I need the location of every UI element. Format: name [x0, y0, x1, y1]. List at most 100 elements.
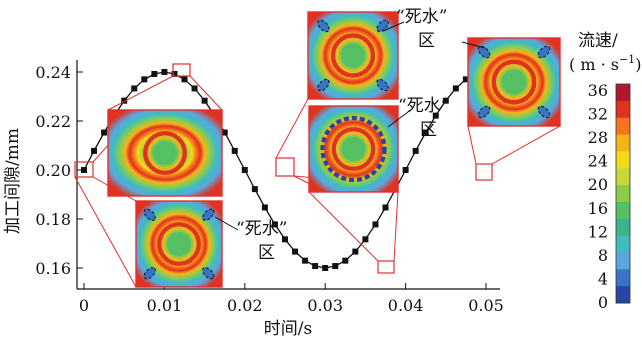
colorbar-unit-base: ( m · s	[569, 55, 619, 74]
colorbar-swatch	[616, 286, 630, 304]
y-ticks: 0.16 0.18 0.20 0.22 0.24	[35, 63, 83, 278]
highlight-box-t025	[275, 157, 295, 177]
annotation-arrow	[214, 216, 239, 231]
dead-water-zone	[477, 45, 491, 59]
data-point	[271, 221, 278, 228]
data-point	[362, 236, 369, 243]
highlight-box-trough	[377, 260, 395, 274]
annotation-arrow	[461, 41, 486, 49]
connector	[107, 75, 174, 111]
inset-ring	[336, 132, 371, 166]
x-tick-label: 0	[79, 296, 89, 315]
dead-water-zone	[537, 45, 551, 59]
connector	[189, 75, 223, 111]
dead-water-annotations	[214, 21, 486, 231]
inset-core	[152, 140, 178, 166]
y-tick-label: 0.22	[35, 112, 71, 131]
inset-ring	[162, 227, 196, 261]
annotation-arrow	[387, 111, 409, 128]
data-point	[241, 167, 248, 173]
colorbar-swatch	[616, 117, 630, 136]
colorbar-swatch	[616, 151, 630, 169]
dead-water-label-1-line2: 区	[258, 243, 275, 263]
highlight-boxes	[74, 63, 493, 274]
data-point	[261, 204, 268, 211]
colorbar-unit-exp: −1	[619, 53, 635, 66]
inset-ring	[157, 222, 201, 266]
dead-water-label-2-line1: “死水”	[396, 7, 447, 27]
data-point	[161, 69, 168, 75]
data-point	[452, 85, 459, 92]
colorbar-swatch	[616, 218, 630, 237]
y-axis-label: 加工间隙/mm	[3, 128, 23, 234]
x-tick-label: 0.04	[388, 296, 424, 315]
x-tick-label: 0.02	[227, 296, 263, 315]
flow-field-inset	[308, 105, 399, 193]
colorbar-ticks: 36 32 28 24 20 16 12 8 4 0	[588, 81, 608, 312]
dead-water-zone	[537, 105, 551, 119]
dead-water-label-1-line1: “死水”	[236, 219, 287, 239]
data-point	[372, 221, 379, 228]
inset-ring	[491, 59, 537, 105]
colorbar: 流速/ ( m · s−1) 36 32 28 24 20 16 12 8 4 0	[569, 31, 641, 312]
y-tick-label: 0.24	[35, 63, 71, 82]
data-point	[81, 167, 87, 173]
colorbar-swatch	[616, 269, 630, 287]
x-tick-label: 0.03	[307, 296, 343, 315]
colorbar-title: 流速/	[578, 31, 618, 51]
inset-ring	[148, 136, 182, 170]
data-point	[171, 70, 178, 77]
connector	[393, 191, 399, 262]
data-point	[201, 97, 208, 104]
colorbar-swatch	[616, 235, 630, 253]
data-point	[151, 70, 158, 77]
flow-field-insets	[107, 11, 561, 288]
colorbar-swatch	[616, 185, 630, 203]
x-tick-label: 0.05	[468, 296, 504, 315]
data-point	[462, 76, 469, 83]
inset-ring	[330, 33, 376, 78]
dead-water-zone	[143, 267, 156, 280]
colorbar-unit-close: )	[635, 55, 641, 74]
flow-field-inset	[467, 37, 561, 127]
colorbar-tick-label: 28	[588, 128, 608, 147]
colorbar-swatch	[616, 201, 630, 220]
data-point	[131, 85, 138, 92]
colorbar-tick-label: 24	[588, 152, 608, 171]
colorbar-unit: ( m · s−1)	[569, 53, 641, 74]
colorbar-tick-label: 36	[588, 81, 608, 100]
connector	[491, 125, 561, 165]
highlight-box-t0	[74, 161, 94, 178]
data-point	[442, 97, 449, 104]
data-point	[342, 257, 349, 264]
data-point	[412, 147, 419, 154]
colorbar-tick-label: 32	[588, 105, 608, 124]
data-point	[382, 204, 389, 211]
dead-water-label-3-line1: “死水”	[398, 96, 449, 116]
colorbar-frame	[615, 83, 631, 304]
x-ticks: 0 0.01 0.02 0.03 0.04 0.05	[79, 283, 504, 315]
data-point	[221, 129, 228, 136]
data-point	[322, 265, 329, 271]
data-point	[191, 85, 198, 92]
colorbar-swatch	[616, 100, 630, 119]
colorbar-tick-label: 0	[598, 293, 608, 312]
data-point	[91, 147, 98, 154]
data-point	[251, 186, 258, 193]
x-axis-label: 时间/s	[264, 319, 312, 339]
data-point	[332, 263, 339, 270]
highlight-box-t05	[475, 163, 493, 181]
flow-field-inset	[307, 11, 399, 100]
dead-water-zone	[202, 267, 215, 280]
colorbar-tick-label: 8	[598, 246, 608, 265]
annotation-arrow	[382, 21, 405, 32]
inset-ring	[336, 38, 370, 73]
colorbar-tick-label: 16	[588, 199, 608, 218]
y-tick-label: 0.18	[35, 210, 71, 229]
data-point	[121, 97, 128, 104]
data-point	[352, 248, 359, 255]
inset-core	[501, 69, 527, 95]
data-point	[302, 257, 309, 264]
data-point	[181, 76, 188, 83]
